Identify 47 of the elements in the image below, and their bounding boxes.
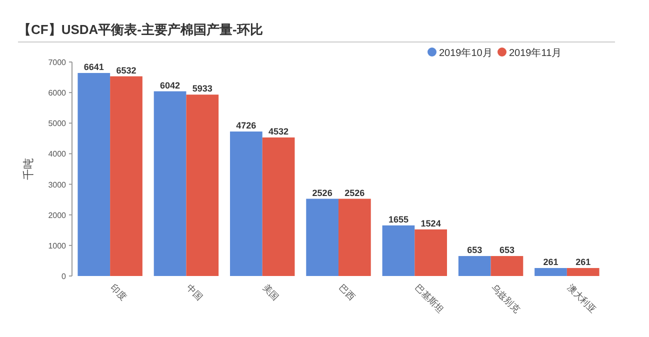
bar (566, 268, 600, 276)
data-label: 261 (576, 257, 591, 268)
x-tick-label: 乌兹别克 (489, 282, 522, 315)
data-label: 653 (467, 245, 482, 256)
data-label: 4532 (268, 126, 289, 136)
data-label: 1655 (388, 214, 408, 224)
x-tick-label: 美国 (260, 282, 281, 302)
y-axis-title: 千吨 (22, 158, 35, 180)
bar (154, 91, 186, 276)
data-label: 6532 (116, 65, 136, 76)
bar (230, 132, 262, 276)
x-tick-label: 中国 (184, 282, 205, 302)
bar (534, 268, 567, 276)
bar (186, 94, 219, 276)
bar (458, 256, 491, 276)
bar (78, 72, 110, 276)
data-label: 5933 (192, 84, 212, 94)
bar (382, 225, 415, 276)
y-tick-label: 6000 (48, 88, 67, 98)
data-label: 653 (499, 245, 514, 256)
bar (338, 198, 371, 276)
data-label: 6641 (84, 62, 104, 72)
bar (490, 256, 524, 276)
y-tick-label: 3000 (48, 180, 67, 190)
x-tick-label: 澳大利亚 (566, 282, 598, 315)
legend-label: 2019年10月 (439, 47, 492, 59)
y-tick-label: 1000 (48, 241, 67, 250)
legend-label: 2019年11月 (509, 47, 562, 59)
x-tick-label: 巴西 (337, 282, 357, 302)
bar (414, 229, 448, 276)
data-label: 1524 (420, 218, 441, 228)
y-tick-label: 7000 (48, 58, 67, 67)
y-tick-label: 5000 (48, 119, 67, 128)
data-label: 2526 (344, 188, 365, 198)
x-tick-label: 巴基斯坦 (413, 282, 446, 315)
chart-title: 【CF】USDA平衡表-主要产棉国产量-环比 (18, 22, 263, 37)
bar (262, 137, 295, 276)
data-label: 261 (543, 257, 558, 268)
data-label: 2526 (312, 188, 332, 198)
y-tick-label: 2000 (48, 210, 67, 220)
bar (110, 76, 142, 276)
data-label: 4726 (236, 120, 256, 131)
data-label: 6042 (160, 80, 180, 90)
y-tick-label: 0 (62, 272, 67, 281)
bar (306, 198, 338, 276)
y-tick-label: 4000 (48, 150, 67, 159)
x-tick-label: 印度 (108, 282, 128, 302)
